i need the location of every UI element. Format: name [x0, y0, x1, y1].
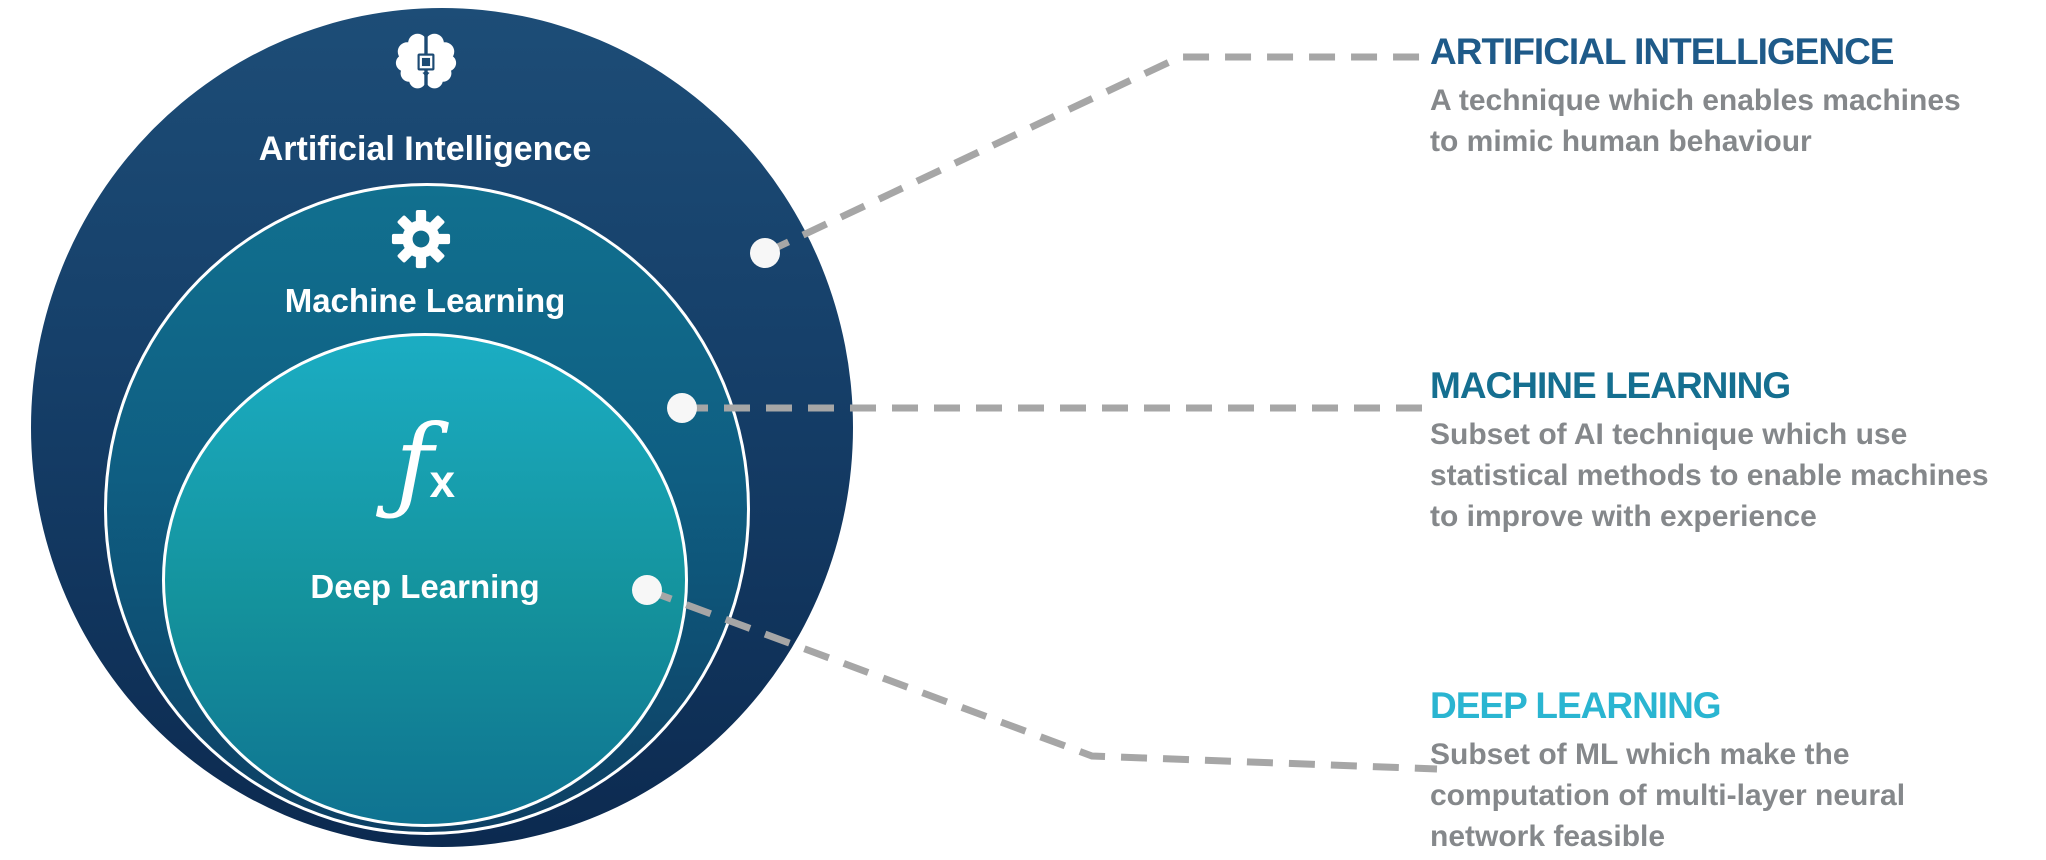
circle-label-artificial-intelligence: Artificial Intelligence [258, 130, 592, 168]
legend-title-machine-learning: MACHINE LEARNING [1430, 365, 1791, 406]
legend-description-line: Subset of AI technique which use [1430, 418, 1908, 451]
legend-description-line: to improve with experience [1430, 500, 1817, 533]
legend-description-line: A technique which enables machines [1430, 84, 1961, 117]
legend-item-artificial-intelligence: ARTIFICIAL INTELLIGENCE A technique whic… [1430, 30, 1961, 162]
circle-deep-learning [162, 333, 688, 827]
connector-line-artificial-intelligence [763, 53, 1422, 257]
legend-description-line: to mimic human behaviour [1430, 125, 1812, 158]
legend-description-line: computation of multi-layer neural [1430, 779, 1906, 812]
fx-icon-x-glyph: x [429, 455, 456, 507]
legend-description-line: statistical methods to enable machines [1430, 459, 1989, 492]
fx-icon: ƒ x [320, 398, 530, 528]
brain-chip-icon [395, 33, 457, 91]
circle-label-deep-learning: Deep Learning [310, 568, 540, 605]
legend-title-deep-learning: DEEP LEARNING [1430, 685, 1722, 726]
legend-title-artificial-intelligence: ARTIFICIAL INTELLIGENCE [1430, 31, 1894, 72]
legend-description-line: Subset of ML which make the [1430, 738, 1850, 771]
legend-description-line: network feasible [1430, 820, 1666, 853]
legend-item-machine-learning: MACHINE LEARNING Subset of AI technique … [1430, 364, 1989, 537]
fx-icon-f-glyph: ƒ [394, 402, 434, 524]
legend-item-deep-learning: DEEP LEARNING Subset of ML which make th… [1430, 684, 1905, 857]
gear-icon [391, 209, 451, 269]
circle-label-machine-learning: Machine Learning [284, 282, 566, 319]
